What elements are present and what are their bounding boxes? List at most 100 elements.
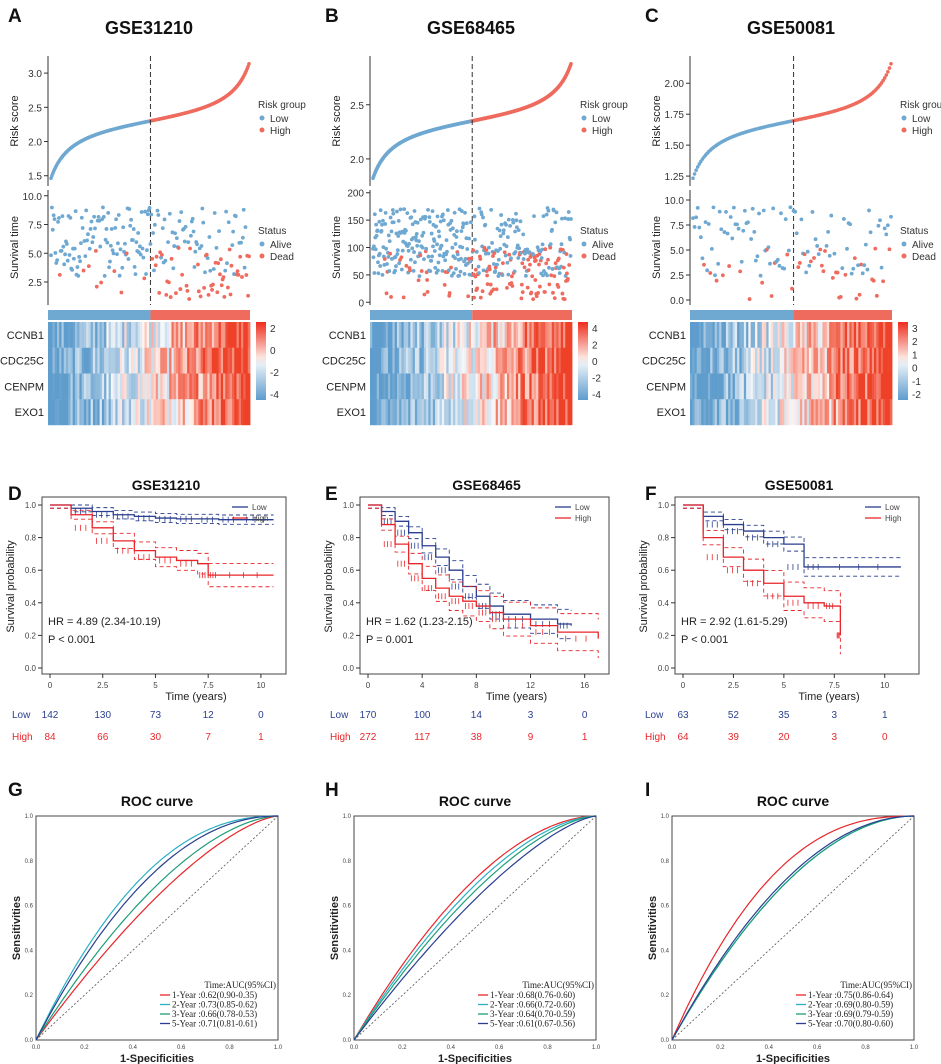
heatmap-cell (211, 399, 215, 426)
heatmap-cell (820, 373, 823, 400)
heatmap-cell (144, 322, 148, 348)
heatmap-cell (86, 347, 89, 374)
heatmap-cell (106, 322, 109, 348)
heatmap-cell (484, 347, 488, 374)
survival-point (143, 209, 148, 214)
km-y-tick-label: 0.2 (343, 631, 355, 640)
heatmap-cell (835, 399, 839, 426)
heatmap-cell (79, 347, 83, 374)
roc-panel-H: ROC curve0.00.00.20.20.40.40.60.60.80.81… (329, 793, 601, 1064)
survival-point (526, 257, 531, 262)
heatmap-cell (885, 399, 888, 426)
heatmap-cell (444, 322, 447, 348)
heatmap-cell (862, 322, 866, 348)
survival-point (65, 258, 70, 263)
survival-point (137, 244, 142, 249)
survival-point (59, 248, 64, 253)
heatmap-cell (247, 322, 251, 348)
heatmap-cell (232, 373, 235, 400)
km-ci-high (50, 507, 274, 588)
heatmap-cell (419, 322, 423, 348)
heatmap-cell (378, 322, 382, 348)
heatmap-cell (184, 399, 188, 426)
heatmap-cell (710, 373, 713, 400)
heatmap-cell (486, 322, 490, 348)
heatmap-cell (741, 347, 745, 374)
survival-point (236, 272, 241, 277)
heatmap-cell (202, 347, 206, 374)
survival-point (545, 273, 549, 278)
heatmap-cell (236, 322, 240, 348)
survival-point (445, 249, 449, 254)
roc-curve-3-year (353, 815, 597, 1041)
survival-point (208, 268, 213, 273)
survival-point (859, 262, 864, 267)
heatmap-cell (764, 322, 767, 348)
heatmap-cell (390, 399, 393, 426)
km-y-label: Survival probability (323, 540, 335, 633)
heatmap-cell (160, 373, 163, 400)
heatmap-cell (757, 373, 760, 400)
heatmap-cell (372, 347, 375, 374)
survival-point (79, 241, 83, 246)
heatmap-cell (694, 347, 698, 374)
heatmap-cell (536, 399, 539, 426)
roc-y-tick-label: 0.2 (661, 993, 670, 999)
heatmap-cell (567, 373, 571, 400)
heatmap-cell (690, 399, 693, 426)
heatmap (48, 322, 251, 426)
heatmap-cell (455, 322, 458, 348)
heatmap-cell (491, 322, 494, 348)
heatmap-cell (385, 347, 389, 374)
survival-point (416, 278, 421, 283)
heatmap-cell (493, 399, 497, 426)
heatmap-cell (432, 322, 436, 348)
heatmap-cell (131, 347, 134, 374)
heatmap-cell (725, 322, 729, 348)
survival-point (233, 214, 238, 219)
heatmap-cell (820, 347, 823, 374)
survival-point (86, 232, 90, 237)
survival-point (506, 217, 511, 222)
heatmap-cell (189, 373, 193, 400)
heatmap-cell (227, 322, 231, 348)
heatmap-cell (229, 399, 233, 426)
survival-point (552, 274, 557, 279)
heatmap-cell (137, 399, 141, 426)
heatmap-cell (714, 373, 718, 400)
heatmap-cell (858, 399, 861, 426)
heatmap-cell (531, 322, 535, 348)
heatmap-cell (81, 399, 85, 426)
survival-point (130, 238, 135, 242)
heatmap-cell (207, 322, 210, 348)
heatmap-cell (97, 322, 101, 348)
panel-letter-A: A (8, 6, 22, 27)
survival-point (121, 225, 126, 230)
heatmap-cell (216, 347, 219, 374)
surv-y-tick-label: 150 (347, 216, 364, 227)
heatmap-cell (101, 373, 105, 400)
survival-point (207, 235, 212, 239)
heatmap-cell (232, 347, 235, 374)
heatmap-cell (419, 399, 423, 426)
survival-point (497, 228, 502, 233)
heatmap-cell (74, 322, 78, 348)
heatmap-cell (506, 322, 510, 348)
survival-point (458, 269, 463, 274)
heatmap-cell (462, 399, 465, 426)
surv-y-tick-label: 100 (347, 244, 364, 255)
heatmap-cell (374, 347, 378, 374)
heatmap-cell (710, 347, 713, 374)
heatmap-cell (813, 399, 817, 426)
heatmap-cell (403, 347, 407, 374)
heatmap-cell (56, 347, 60, 374)
survival-point (537, 262, 541, 267)
heatmap-cell (869, 399, 873, 426)
survival-point (487, 267, 492, 272)
roc-y-tick-label: 0.4 (661, 948, 670, 954)
heatmap-cell (435, 399, 438, 426)
heatmap-cell (54, 373, 58, 400)
heatmap-cell (399, 399, 402, 426)
heatmap-cell (381, 373, 384, 400)
survival-point (708, 271, 713, 275)
